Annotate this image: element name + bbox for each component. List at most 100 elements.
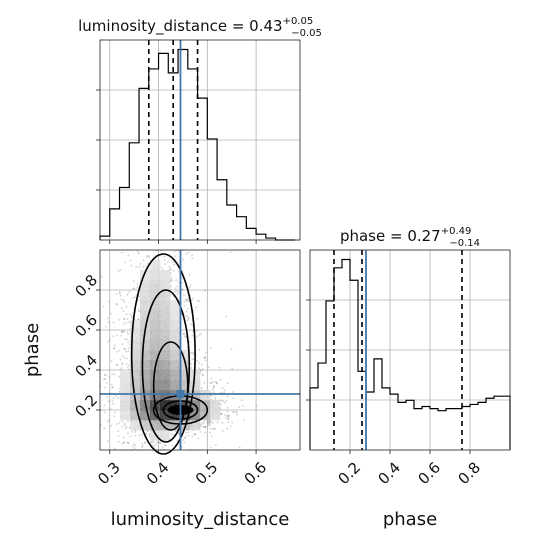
scatter-point [176,292,179,295]
scatter-point [207,366,210,368]
scatter-point [185,310,188,313]
density-cell [140,410,151,421]
scatter-point [200,387,203,389]
density-cell [170,420,181,431]
density-cell [190,380,201,391]
scatter-point [142,445,144,447]
density-cell [140,350,151,361]
right-xtick-label-3: 0.8 [454,458,484,488]
density-cell [140,280,151,291]
scatter-point [189,284,192,287]
scatter-point [224,389,226,392]
scatter-point [170,285,172,288]
scatter-point [171,445,174,447]
density-cell [200,390,211,401]
scatter-point [184,335,186,337]
scatter-point [113,344,116,347]
scatter-point [131,430,134,433]
scatter-point [196,299,199,302]
scatter-point [213,384,215,387]
scatter-point [169,267,172,270]
phase-title-sub: −0.14 [449,238,480,249]
joint-ytick-label-1: 0.4 [71,351,101,381]
scatter-point [226,410,229,413]
scatter-point [198,300,201,303]
scatter-point [242,405,245,407]
scatter-point [152,441,155,444]
scatter-point [211,380,214,383]
scatter-point [147,254,150,257]
scatter-point [125,321,127,324]
scatter-point [215,444,217,446]
scatter-point [221,421,224,424]
scatter-point [187,297,189,300]
top-histogram-step [99,48,296,241]
scatter-point [118,291,121,293]
scatter-point [118,422,121,424]
scatter-point [174,291,177,293]
scatter-point [127,254,130,257]
density-cell [170,330,181,341]
phase-title: phase = 0.27+0.49 −0.14 [340,226,480,249]
scatter-point [230,348,233,351]
scatter-point [126,426,128,428]
density-cell [150,330,161,341]
scatter-point [203,421,206,423]
scatter-point [146,255,148,258]
scatter-point [130,314,133,317]
scatter-point [255,404,258,407]
scatter-point [227,415,230,418]
scatter-point [124,338,126,341]
scatter-point [232,397,235,399]
scatter-point [198,367,201,370]
scatter-point [128,426,131,429]
scatter-point [207,422,210,425]
density-cell [160,350,171,361]
scatter-point [187,308,189,310]
scatter-point [134,444,137,447]
density-cell [140,310,151,321]
scatter-point [182,332,185,335]
scatter-point [107,341,109,343]
density-cell [150,310,161,321]
scatter-point [117,430,120,432]
scatter-point [137,252,140,255]
scatter-point [122,323,125,325]
density-cell [140,290,151,301]
density-cell [160,420,171,431]
scatter-point [142,259,145,262]
density-cell [160,310,171,321]
scatter-point [106,420,109,423]
density-cell [210,410,221,421]
density-cell [140,370,151,381]
scatter-point [182,258,185,261]
scatter-point [103,427,106,429]
scatter-point [209,420,212,423]
density-cell [170,340,181,351]
scatter-point [118,349,121,352]
joint-xtick-label-2: 0.5 [192,458,222,488]
x-axis-label-phase: phase [383,509,437,530]
scatter-point [116,334,119,337]
scatter-point [121,355,124,357]
scatter-point [114,447,116,450]
scatter-point [209,427,212,430]
scatter-point [191,324,194,327]
scatter-point [226,415,229,417]
scatter-point [116,350,118,353]
scatter-point [115,302,118,305]
density-cell [160,330,171,341]
density-cell [120,410,131,421]
density-cell [180,380,191,391]
density-cell [130,320,141,331]
scatter-point [127,340,130,343]
scatter-point [224,417,227,419]
scatter-point [134,434,137,437]
scatter-point [154,443,157,446]
density-cell [180,410,191,421]
scatter-point [163,444,166,447]
scatter-point [100,275,103,278]
density-cell [180,390,191,401]
density-cell [140,270,151,281]
luminosity-distance-title-sup: +0.05 [283,16,314,27]
